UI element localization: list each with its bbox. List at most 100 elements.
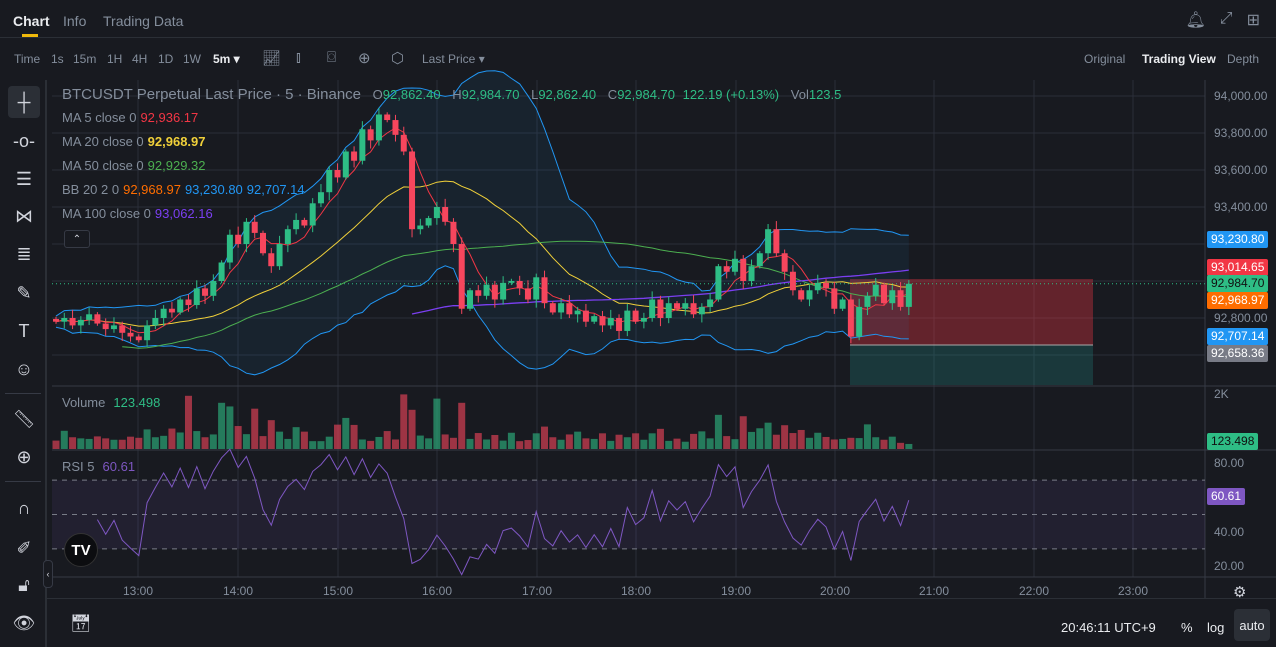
indicators-icon[interactable]: 📈︎ <box>262 50 282 67</box>
collapse-legend-button[interactable]: ⌃ <box>64 230 90 248</box>
candle-body <box>243 221 250 244</box>
time-axis-label: 21:00 <box>918 584 950 598</box>
log-toggle[interactable]: log <box>1207 620 1225 635</box>
volume-bar <box>85 438 93 449</box>
camera-icon[interactable]: ⌼ <box>327 49 337 66</box>
legend-ma5[interactable]: MA 5 close 0 92,936.17 <box>62 110 198 125</box>
view-trading-view[interactable]: Trading View <box>1142 52 1216 66</box>
candle-body <box>856 306 863 337</box>
volume-bar <box>69 437 77 449</box>
volume-bar <box>474 433 482 449</box>
candle-body <box>177 299 184 313</box>
price-axis-label: 94,000.00 <box>1214 89 1268 103</box>
parallel-channel-icon[interactable]: ☰ <box>15 168 33 189</box>
volume-bar <box>127 436 135 449</box>
tab-chart[interactable]: Chart <box>13 13 50 37</box>
emoji-icon[interactable]: ☺ <box>14 358 34 379</box>
candle-body <box>508 281 515 283</box>
symbol-title: BTCUSDT Perpetual Last Price · 5 · Binan… <box>62 86 362 103</box>
interval-1h[interactable]: 1H <box>107 52 123 66</box>
pattern-icon[interactable]: ⋈ <box>15 205 33 226</box>
interval-15m[interactable]: 15m <box>73 52 97 66</box>
volume-bar <box>110 439 118 449</box>
go-to-date-icon[interactable]: 📅︎ <box>70 614 92 633</box>
settings-icon[interactable]: ⚙ <box>1233 584 1247 601</box>
candle-body <box>193 288 200 306</box>
ruler-icon[interactable]: 📏︎ <box>12 408 36 429</box>
legend-ma20[interactable]: MA 20 close 0 92,968.97 <box>62 134 206 149</box>
rsi-axis-label: 40.00 <box>1214 525 1245 539</box>
volume-label: Volume <box>62 395 106 410</box>
volume-bar <box>731 439 739 449</box>
volume-bar <box>400 394 408 449</box>
interval-4h[interactable]: 4H <box>132 52 148 66</box>
lock-icon[interactable]: 🔓︎ <box>18 574 30 595</box>
zoom-in-icon[interactable]: ⊕ <box>16 446 32 467</box>
legend-bb[interactable]: BB 20 2 0 92,968.97 93,230.80 92,707.14 <box>62 182 305 197</box>
time-axis-label: 18:00 <box>620 584 652 598</box>
tradingview-logo[interactable]: TV <box>64 533 98 567</box>
collapse-toolbar-button[interactable]: ‹ <box>43 560 53 588</box>
candle-body <box>566 303 573 315</box>
bottom-bar <box>47 598 1276 647</box>
interval-1s[interactable]: 1s <box>51 52 64 66</box>
volume-bar <box>905 443 913 449</box>
candle-body <box>640 318 647 322</box>
volume-bar <box>557 439 565 449</box>
time-label[interactable]: Time <box>14 52 41 66</box>
legend-volume[interactable]: Volume 123.498 <box>62 395 160 410</box>
volume-bar <box>218 402 226 449</box>
settings-hex-icon[interactable]: ⬡ <box>391 50 405 67</box>
rsi-axis-label: 80.00 <box>1214 456 1245 470</box>
volume-bar <box>574 431 582 449</box>
candle-body <box>765 229 772 254</box>
volume-bar <box>267 420 275 449</box>
divider <box>5 393 41 394</box>
bell-icon[interactable]: 🔔︎ <box>1185 12 1206 29</box>
volume-bar <box>863 424 871 449</box>
volume-bar <box>408 409 416 449</box>
fib-icon[interactable]: ≣ <box>16 243 32 264</box>
volume-bar <box>151 437 159 449</box>
lock-drawings-icon[interactable]: ✐ <box>16 537 32 558</box>
interval-selector[interactable]: 5m ▾ <box>213 52 240 66</box>
view-original[interactable]: Original <box>1084 52 1126 66</box>
tab-info[interactable]: Info <box>63 13 87 29</box>
volume-bar <box>623 437 631 449</box>
magnet-icon[interactable]: ∩ <box>17 497 31 518</box>
tab-trading-data[interactable]: Trading Data <box>103 13 184 29</box>
price-type-dropdown[interactable]: Last Price ▾ <box>422 52 485 66</box>
candle-body <box>409 151 416 230</box>
interval-1d[interactable]: 1D <box>158 52 174 66</box>
legend-ma50[interactable]: MA 50 close 0 92,929.32 <box>62 158 206 173</box>
interval-1w[interactable]: 1W <box>183 52 201 66</box>
crosshair-icon[interactable]: ┼ <box>8 86 40 118</box>
view-depth[interactable]: Depth <box>1227 52 1260 66</box>
volume-bar <box>334 424 342 449</box>
horizontal-line-icon[interactable]: -o- <box>13 130 35 151</box>
candle-type-icon[interactable]: ⫾ <box>296 49 301 66</box>
candle-body <box>202 288 209 296</box>
bb-lower-line <box>55 265 909 376</box>
brush-icon[interactable]: ✎ <box>16 282 32 303</box>
legend-rsi[interactable]: RSI 5 60.61 <box>62 459 135 474</box>
auto-scale-toggle[interactable]: auto <box>1234 609 1270 641</box>
grid-layout-icon[interactable]: ⊞ <box>1246 12 1260 29</box>
text-icon[interactable]: T <box>18 320 30 341</box>
volume-bar <box>723 436 731 449</box>
volume-bar <box>590 438 598 449</box>
expand-icon[interactable]: ⤢ <box>1219 10 1233 27</box>
price-axis-label: 92,800.00 <box>1214 311 1268 325</box>
top-tabs: Chart Info Trading Data 🔔︎ ⤢ ⊞ <box>0 0 1276 38</box>
candle-body <box>905 283 912 307</box>
volume-bar <box>416 435 424 449</box>
percent-toggle[interactable]: % <box>1181 620 1193 635</box>
bb-upper-value: 93,230.80 <box>184 182 243 197</box>
eye-icon[interactable]: 👁︎ <box>12 612 36 633</box>
candle-body <box>781 253 788 272</box>
drawing-toolbar: ┼ -o- ☰ ⋈ ≣ ✎ T ☺ 📏︎ ⊕ ∩ ✐ 🔓︎ 👁︎ <box>0 80 47 647</box>
candle-body <box>657 299 664 318</box>
legend-ma100[interactable]: MA 100 close 0 93,062.16 <box>62 206 213 221</box>
add-circle-icon[interactable]: ⊕ <box>358 50 371 67</box>
